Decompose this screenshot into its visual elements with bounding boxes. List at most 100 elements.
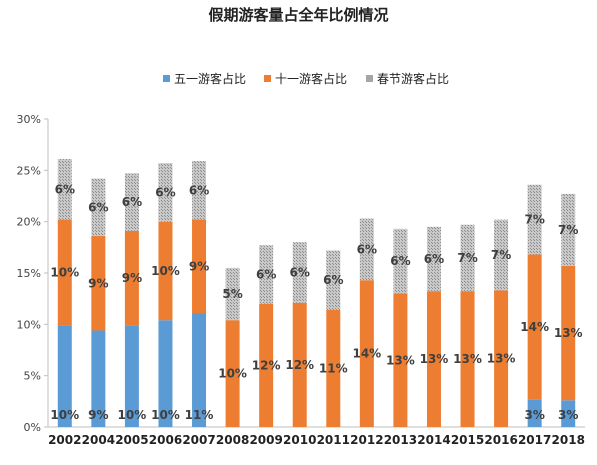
bar-segment [527,254,542,400]
data-label: 13% [386,353,415,367]
bar-segment [527,184,542,255]
chart-title: 假期游客量占全年比例情况 [208,6,389,24]
data-label: 7% [558,223,578,237]
bar-segment [393,228,408,294]
data-label: 7% [491,248,511,262]
bar-segment [426,226,441,292]
data-label: 6% [290,265,310,279]
bar-segment [91,178,106,237]
data-label: 11% [319,361,348,375]
y-tick-label: 20% [17,216,41,229]
bar-segment [460,224,475,292]
data-label: 6% [323,273,343,287]
bar-segment [158,221,173,321]
y-tick-label: 5% [24,370,41,383]
x-tick-label: 2004 [82,433,115,447]
x-tick-label: 2002 [48,433,81,447]
data-label: 6% [424,252,444,266]
legend-swatch [264,75,271,82]
legend-label: 五一游客占比 [174,71,246,86]
bar-segment [393,293,408,427]
bar-segment [326,309,341,427]
legend-swatch [366,75,373,82]
data-label: 10% [50,408,79,422]
data-label: 13% [487,352,516,366]
bar-segment [124,230,139,326]
bar-segment [225,267,240,321]
y-tick-label: 30% [17,113,41,126]
bar-segment [91,330,106,427]
data-label: 3% [524,408,544,422]
bar-segment [192,161,207,220]
data-label: 3% [558,408,578,422]
data-label: 9% [88,276,108,290]
bar-segment [158,163,173,222]
data-label: 7% [524,213,544,227]
bar-segment [359,218,374,281]
data-label: 10% [118,408,147,422]
x-tick-label: 2013 [384,433,417,447]
data-label: 6% [155,185,175,199]
x-tick-label: 2006 [149,433,182,447]
bar-segment [259,303,274,427]
bar-segment [426,291,441,427]
data-label: 5% [222,287,242,301]
data-label: 13% [554,326,583,340]
data-label: 10% [50,265,79,279]
x-tick-label: 2014 [417,433,450,447]
bar-segment [225,320,240,427]
x-tick-label: 2007 [182,433,215,447]
x-tick-label: 2012 [350,433,383,447]
legend-swatch [163,75,170,82]
bar-segment [326,250,341,310]
bar-segment [192,219,207,314]
data-label: 7% [457,251,477,265]
data-label: 14% [352,347,381,361]
bar-segment [494,290,509,427]
bar-segment [91,236,106,331]
data-label: 10% [218,367,247,381]
bar-segment [124,325,139,427]
legend-label: 春节游客占比 [377,71,449,86]
data-label: 12% [252,358,281,372]
bar-segment [561,193,576,266]
bar-segment [124,173,139,231]
data-label: 9% [189,259,209,273]
data-label: 11% [185,408,214,422]
bar-segment [561,265,576,401]
bar-segment [57,325,72,427]
x-tick-label: 2008 [216,433,249,447]
data-label: 13% [453,352,482,366]
bar-segment [460,291,475,427]
y-tick-label: 25% [17,164,41,177]
data-label: 14% [520,320,549,334]
data-label: 6% [189,183,209,197]
x-tick-label: 2016 [484,433,517,447]
x-tick-label: 2018 [552,433,585,447]
bar-segment [158,320,173,427]
data-label: 12% [285,358,314,372]
data-label: 6% [88,200,108,214]
legend-label: 十一游客占比 [275,71,347,86]
data-label: 6% [55,182,75,196]
y-tick-label: 10% [17,318,41,331]
data-label: 6% [357,242,377,256]
bar-segment [259,245,274,304]
x-tick-label: 2017 [518,433,551,447]
x-tick-label: 2005 [115,433,148,447]
x-tick-label: 2010 [283,433,316,447]
bar-segment [192,313,207,427]
x-tick-label: 2011 [317,433,350,447]
data-label: 10% [151,408,180,422]
bar-segment [527,399,542,427]
bar-segment [494,219,509,291]
bar-segment [292,302,307,427]
y-tick-label: 15% [17,267,41,280]
bar-segment [57,159,72,220]
x-tick-label: 2015 [451,433,484,447]
data-label: 9% [88,408,108,422]
y-tick-label: 0% [24,421,41,434]
bar-segment [561,400,576,427]
data-label: 6% [256,268,276,282]
